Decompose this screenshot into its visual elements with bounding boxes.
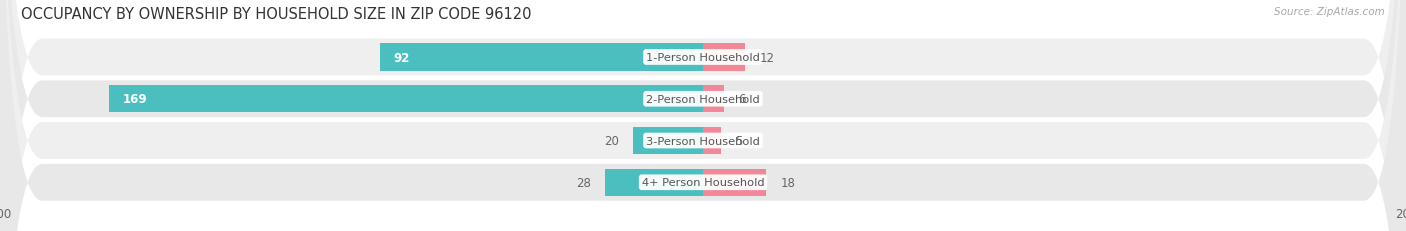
Text: Source: ZipAtlas.com: Source: ZipAtlas.com — [1274, 7, 1385, 17]
Text: 3-Person Household: 3-Person Household — [647, 136, 759, 146]
Text: 4+ Person Household: 4+ Person Household — [641, 177, 765, 188]
Bar — [703, 44, 745, 71]
Bar — [703, 169, 766, 196]
Text: 6: 6 — [738, 93, 745, 106]
Bar — [633, 128, 703, 154]
Bar — [605, 169, 703, 196]
Text: 1-Person Household: 1-Person Household — [647, 53, 759, 63]
Text: 28: 28 — [575, 176, 591, 189]
Text: 5: 5 — [734, 134, 742, 147]
Text: 169: 169 — [124, 93, 148, 106]
Bar — [110, 86, 703, 113]
Bar — [703, 86, 724, 113]
Text: 18: 18 — [780, 176, 796, 189]
Text: 12: 12 — [759, 51, 775, 64]
Text: 2-Person Household: 2-Person Household — [647, 94, 759, 104]
Bar — [380, 44, 703, 71]
Text: OCCUPANCY BY OWNERSHIP BY HOUSEHOLD SIZE IN ZIP CODE 96120: OCCUPANCY BY OWNERSHIP BY HOUSEHOLD SIZE… — [21, 7, 531, 22]
Bar — [703, 128, 721, 154]
Text: 20: 20 — [603, 134, 619, 147]
Text: 92: 92 — [394, 51, 411, 64]
